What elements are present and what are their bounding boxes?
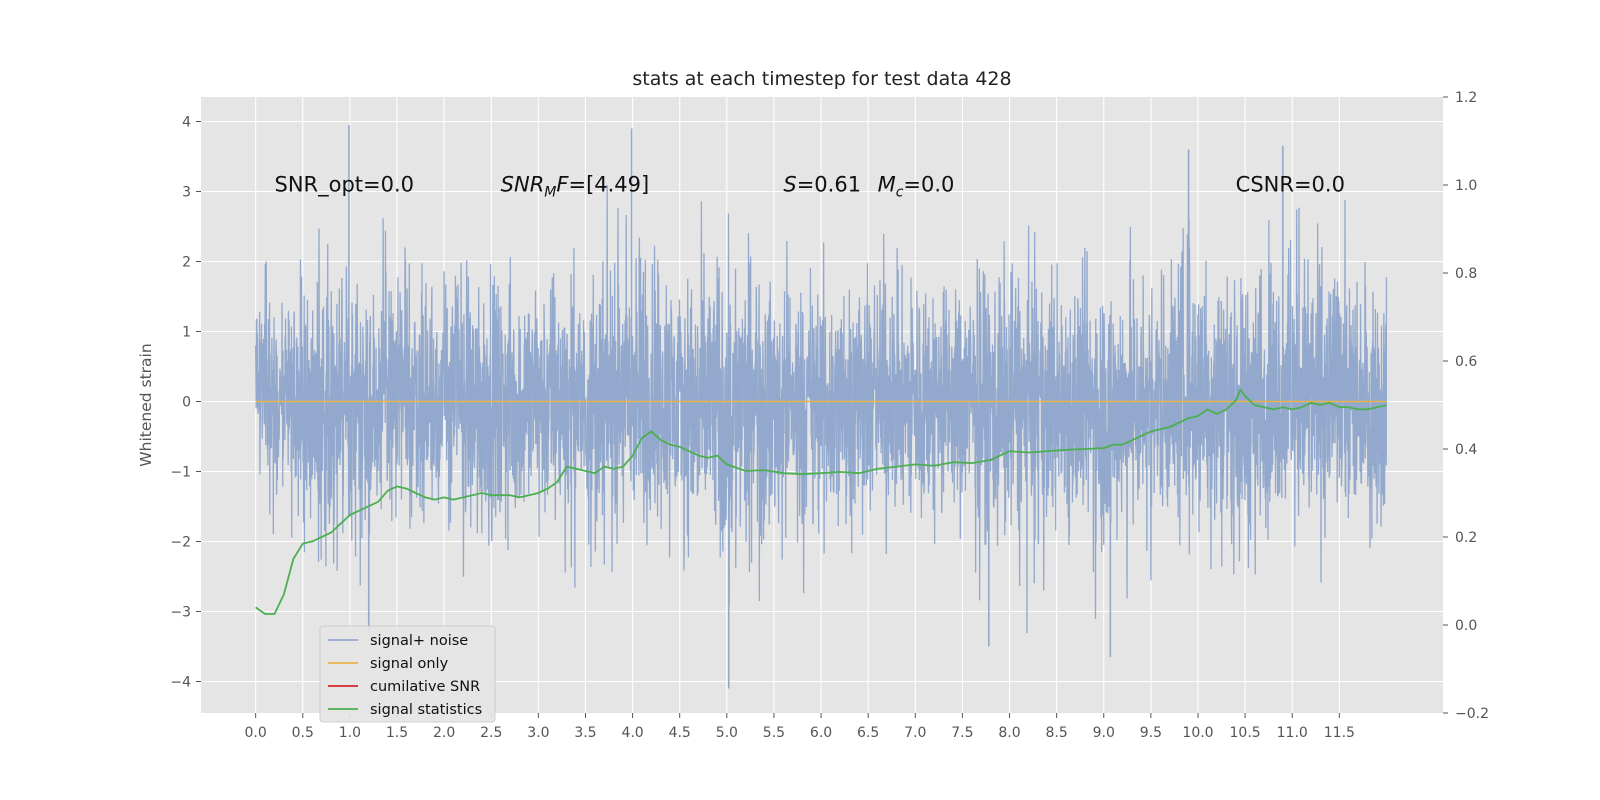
x-tick-label: 6.0 bbox=[810, 725, 832, 741]
legend-label: signal+ noise bbox=[370, 633, 468, 649]
y-tick-label: −4 bbox=[170, 675, 191, 691]
y2-tick-label: 1.2 bbox=[1455, 90, 1477, 106]
y2-tick-label: 0.4 bbox=[1455, 442, 1477, 458]
x-tick-label: 2.0 bbox=[433, 725, 455, 741]
legend-box bbox=[319, 625, 496, 723]
x-tick-label: 10.0 bbox=[1182, 725, 1213, 741]
x-tick-label: 4.5 bbox=[669, 725, 691, 741]
x-tick-label: 4.0 bbox=[621, 725, 643, 741]
y-tick-label: 3 bbox=[182, 185, 191, 201]
annotation: SNRMF=[4.49] bbox=[501, 173, 650, 201]
x-tick-label: 1.5 bbox=[386, 725, 408, 741]
x-tick-label: 11.0 bbox=[1277, 725, 1308, 741]
legend-label: cumilative SNR bbox=[370, 679, 480, 695]
annotations: SNR_opt=0.0 SNRMF=[4.49] S=0.61 Mc=0.0 CSNR=… bbox=[275, 173, 1345, 201]
x-tick-label: 9.5 bbox=[1140, 725, 1162, 741]
y-tick-label: −1 bbox=[170, 465, 191, 481]
x-tick-label: 5.5 bbox=[763, 725, 785, 741]
annotation: CSNR=0.0 bbox=[1236, 173, 1345, 197]
x-tick-label: 0.5 bbox=[292, 725, 314, 741]
annotation: S=0.61 bbox=[783, 173, 861, 197]
y2-tick-label: −0.2 bbox=[1455, 706, 1489, 722]
x-tick-label: 8.0 bbox=[998, 725, 1020, 741]
axis-ticks: 0.0 0.5 1.0 1.5 2.0 2.5 3.0 3.5 4.0 4.5 5.0 5.5 6.0 6… bbox=[170, 90, 1489, 741]
x-tick-label: 3.0 bbox=[527, 725, 549, 741]
x-tick-label: 10.5 bbox=[1230, 725, 1261, 741]
x-tick-label: 6.5 bbox=[857, 725, 879, 741]
x-tick-label: 2.5 bbox=[480, 725, 502, 741]
y-tick-label: −2 bbox=[170, 535, 191, 551]
y2-tick-label: 0.0 bbox=[1455, 618, 1477, 634]
legend: signal+ noise signal only cumilative SNR si… bbox=[319, 625, 496, 723]
x-tick-label: 8.5 bbox=[1046, 725, 1068, 741]
signal-noise-line bbox=[255, 185, 1388, 634]
y-tick-label: 2 bbox=[182, 255, 191, 271]
x-tick-label: 11.5 bbox=[1324, 725, 1355, 741]
y-tick-label: 1 bbox=[182, 325, 191, 341]
annotation: Mc=0.0 bbox=[878, 173, 955, 201]
x-tick-label: 9.0 bbox=[1093, 725, 1115, 741]
x-tick-label: 7.0 bbox=[904, 725, 926, 741]
y2-tick-label: 1.0 bbox=[1455, 178, 1477, 194]
legend-label: signal only bbox=[370, 656, 449, 672]
series-signal-statistics bbox=[255, 388, 1387, 615]
x-tick-label: 3.5 bbox=[574, 725, 596, 741]
y2-tick-label: 0.6 bbox=[1455, 354, 1477, 370]
x-tick-label: 5.0 bbox=[716, 725, 738, 741]
y2-tick-label: 0.2 bbox=[1455, 530, 1477, 546]
x-tick-label: 7.5 bbox=[951, 725, 973, 741]
y-axis-label: Whitened strain bbox=[137, 343, 155, 466]
y2-tick-label: 0.8 bbox=[1455, 266, 1477, 282]
x-tick-label: 1.0 bbox=[339, 725, 361, 741]
x-tick-label: 0.0 bbox=[245, 725, 267, 741]
y-tick-label: 4 bbox=[182, 115, 191, 131]
series-signal-noise bbox=[255, 125, 1388, 689]
legend-label: signal statistics bbox=[370, 702, 482, 718]
annotation: SNR_opt=0.0 bbox=[275, 173, 415, 198]
chart-title: stats at each timestep for test data 428 bbox=[632, 68, 1011, 90]
signal-statistics-line bbox=[255, 388, 1387, 615]
y-tick-label: 0 bbox=[182, 395, 191, 411]
y-tick-label: −3 bbox=[170, 605, 191, 621]
